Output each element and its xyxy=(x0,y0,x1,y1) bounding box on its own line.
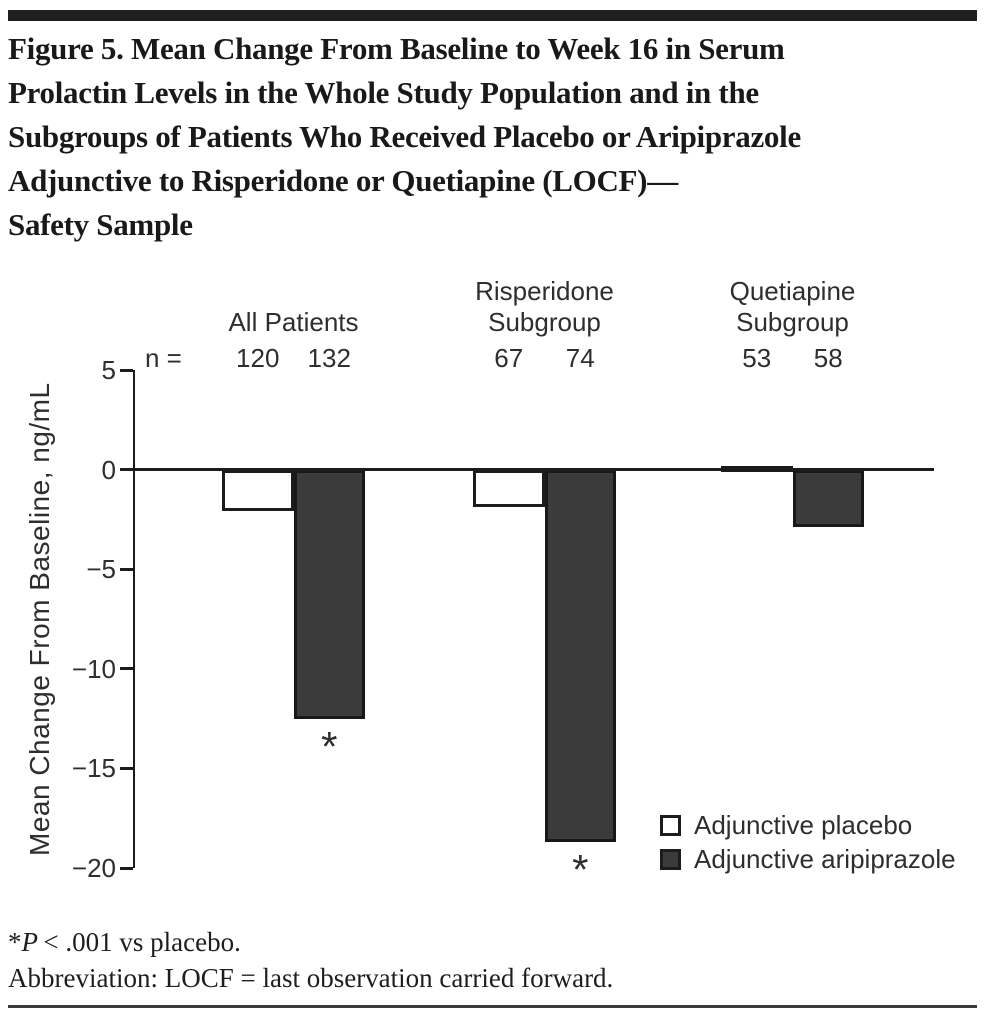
y-tick-label: −10 xyxy=(71,653,116,684)
group-label-3: Quetiapine Subgroup xyxy=(633,276,953,338)
y-tick-label: 5 xyxy=(101,355,116,385)
y-tick-mark xyxy=(120,567,133,571)
n-value: 53 xyxy=(742,343,772,373)
bar-aripiprazole-group2 xyxy=(544,469,616,843)
y-tick-label: −15 xyxy=(71,753,116,784)
bar-chart: Mean Change From Baseline, ng/mL n = 5 0 −… xyxy=(0,250,985,915)
figure-title: Figure 5. Mean Change From Baseline to W… xyxy=(8,27,977,247)
figure-title-line: Figure 5. Mean Change From Baseline to W… xyxy=(8,31,785,66)
legend-label: Adjunctive placebo xyxy=(694,810,913,840)
y-tick-mark xyxy=(120,468,133,472)
y-axis-label: Mean Change From Baseline, ng/mL xyxy=(24,382,55,856)
y-tick-label: 0 xyxy=(101,454,116,485)
y-tick-mark xyxy=(120,368,133,372)
significance-asterisk: * xyxy=(572,846,589,894)
y-tick-label: −20 xyxy=(71,853,116,883)
n-value: 120 xyxy=(236,343,280,373)
bar-placebo-group1 xyxy=(222,469,294,512)
group-label-1: All Patients xyxy=(134,307,454,338)
legend-label: Adjunctive aripiprazole xyxy=(694,844,956,874)
bar-placebo-group2 xyxy=(473,469,545,508)
legend: Adjunctive placebo Adjunctive aripiprazo… xyxy=(660,810,956,879)
y-tick-mark xyxy=(120,667,133,671)
group-label-line: Risperidone xyxy=(475,276,614,306)
bar-aripiprazole-group1 xyxy=(293,469,365,719)
n-value: 67 xyxy=(494,343,524,373)
figure-title-line: Subgroups of Patients Who Received Place… xyxy=(8,119,801,154)
y-tick-mark xyxy=(120,766,133,770)
p-value-symbol: P xyxy=(21,927,39,957)
y-tick-mark xyxy=(120,866,133,870)
p-value-text: < .001 vs placebo. xyxy=(43,927,241,957)
legend-swatch-aripiprazole xyxy=(660,849,681,870)
bottom-rule xyxy=(8,1005,977,1008)
figure-title-line: Safety Sample xyxy=(8,207,193,242)
bar-aripiprazole-group3 xyxy=(792,469,864,528)
legend-swatch-placebo xyxy=(660,815,681,836)
n-value: 58 xyxy=(813,343,843,373)
plot-area: 5 0 −5 −10 −15 −20 * * xyxy=(72,355,934,891)
y-tick-label: −5 xyxy=(86,554,116,585)
figure-title-line: Prolactin Levels in the Whole Study Popu… xyxy=(8,75,759,110)
group-label-2: Risperidone Subgroup xyxy=(385,276,705,338)
significance-footnote: *P < .001 vs placebo. xyxy=(8,924,977,960)
figure-title-line: Adjunctive to Risperidone or Quetiapine … xyxy=(8,163,678,198)
n-value: 132 xyxy=(307,343,351,373)
group-label-line: All Patients xyxy=(228,307,359,337)
top-rule xyxy=(8,10,977,21)
group-label-line: Quetiapine xyxy=(729,276,856,306)
legend-item-aripiprazole: Adjunctive aripiprazole xyxy=(660,844,956,874)
n-equals-label: n = xyxy=(145,343,182,373)
group-label-line: Subgroup xyxy=(736,307,849,337)
zero-baseline xyxy=(133,468,934,472)
significance-asterisk: * xyxy=(321,722,338,770)
figure-footnotes: *P < .001 vs placebo. Abbreviation: LOCF… xyxy=(8,924,977,996)
legend-item-placebo: Adjunctive placebo xyxy=(660,810,956,840)
abbreviation-footnote: Abbreviation: LOCF = last observation ca… xyxy=(8,963,614,993)
n-value: 74 xyxy=(565,343,595,373)
group-label-line: Subgroup xyxy=(488,307,601,337)
y-axis-line xyxy=(133,370,135,868)
asterisk-marker: * xyxy=(8,927,22,957)
